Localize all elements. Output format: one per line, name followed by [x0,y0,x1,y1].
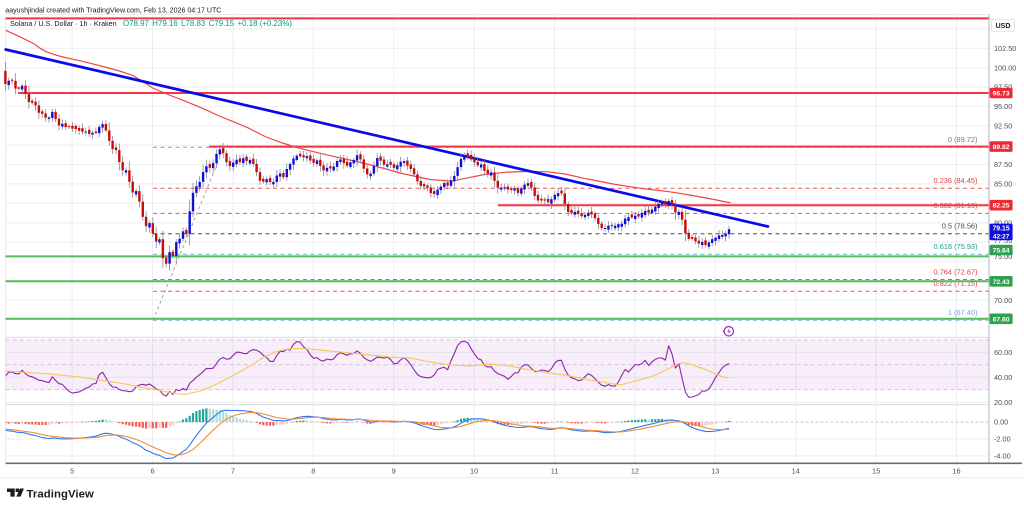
svg-text:97.50: 97.50 [994,83,1012,92]
svg-text:95.00: 95.00 [994,102,1012,111]
svg-text:100.00: 100.00 [994,63,1016,72]
svg-text:75.00: 75.00 [994,252,1012,261]
svg-text:67.60: 67.60 [993,316,1010,323]
svg-text:0.5 (78.56): 0.5 (78.56) [942,222,978,231]
svg-text:0.236 (84.45): 0.236 (84.45) [934,176,978,185]
svg-text:0.00: 0.00 [994,418,1008,427]
svg-text:16: 16 [952,467,960,476]
svg-text:14: 14 [792,467,800,476]
svg-text:89.82: 89.82 [993,144,1010,151]
svg-text:-4.00: -4.00 [994,452,1011,461]
svg-text:87.50: 87.50 [994,160,1012,169]
svg-text:TradingView: TradingView [27,488,95,500]
svg-text:42:27: 42:27 [993,233,1010,240]
svg-text:96.73: 96.73 [993,91,1010,98]
svg-text:USD: USD [996,23,1011,30]
svg-text:0 (89.72): 0 (89.72) [948,135,978,144]
svg-text:102.50: 102.50 [994,44,1016,53]
svg-text:40.00: 40.00 [994,373,1012,382]
svg-text:20.00: 20.00 [994,398,1012,407]
svg-text:12: 12 [631,467,639,476]
svg-text:0.822 (71.15): 0.822 (71.15) [934,279,978,288]
svg-text:80.00: 80.00 [994,218,1012,227]
svg-text:7: 7 [231,467,235,476]
svg-text:72.43: 72.43 [993,279,1010,286]
svg-text:0.618 (75.93): 0.618 (75.93) [934,242,978,251]
svg-text:-2.00: -2.00 [994,435,1011,444]
svg-text:1 (67.40): 1 (67.40) [948,308,978,317]
svg-text:13: 13 [711,467,719,476]
svg-text:aayushjindal created with Trad: aayushjindal created with TradingView.co… [5,7,221,14]
svg-text:8: 8 [311,467,315,476]
svg-text:10: 10 [470,467,478,476]
svg-text:15: 15 [872,467,880,476]
svg-text:0.764 (72.67): 0.764 (72.67) [934,267,978,276]
svg-text:60.00: 60.00 [994,348,1012,357]
svg-text:11: 11 [551,467,559,476]
svg-text:92.50: 92.50 [994,121,1012,130]
svg-text:6: 6 [150,467,154,476]
svg-text:77.50: 77.50 [994,236,1012,245]
svg-text:70.00: 70.00 [994,296,1012,305]
svg-text:85.00: 85.00 [994,180,1012,189]
svg-text:Solana / U.S. Dollar · 1h · Kr: Solana / U.S. Dollar · 1h · Kraken [10,19,117,28]
svg-text:5: 5 [70,467,74,476]
svg-text:9: 9 [392,467,396,476]
svg-text:79.15: 79.15 [992,225,1009,232]
svg-text:82.25: 82.25 [993,203,1010,210]
svg-text:75.64: 75.64 [993,248,1010,255]
